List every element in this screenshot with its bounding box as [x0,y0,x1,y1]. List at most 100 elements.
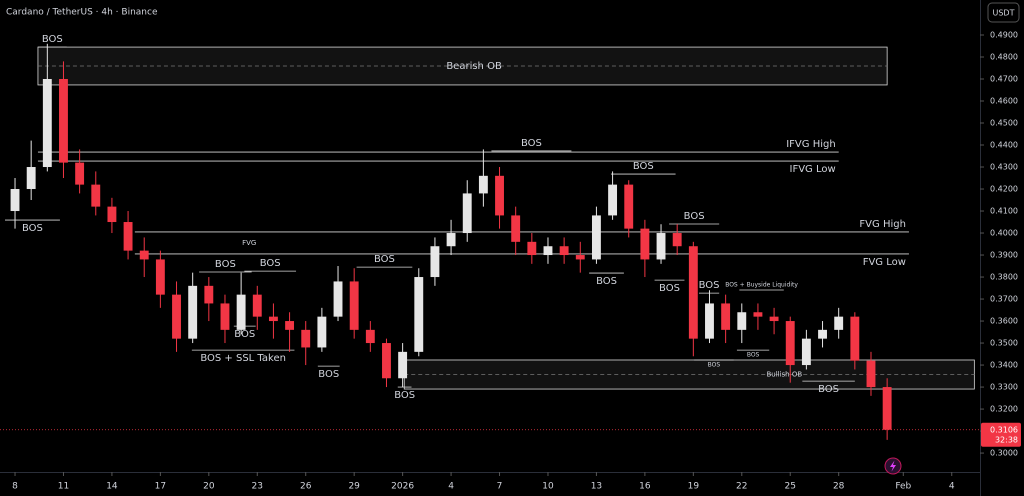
bos-label: BOS [42,34,63,45]
candle-body [59,78,68,163]
x-tick-label: 19 [688,482,700,492]
candle-body [155,259,165,295]
y-tick-label: 0.3600 [990,317,1018,326]
candle-body [608,184,618,216]
x-tick-label: 4 [949,482,955,492]
candle-body [640,228,650,260]
x-tick-label: 17 [155,482,166,492]
y-tick-label: 0.3000 [990,449,1018,458]
candle-body [543,246,553,256]
x-tick-label: 14 [106,482,118,492]
y-tick-label: 0.3500 [990,339,1018,348]
x-tick-label: 2026 [391,482,414,492]
candle-body [753,312,763,317]
candle-body [430,246,440,278]
candle-body [42,78,52,168]
x-tick-label: 25 [785,482,796,492]
x-tick-label: 20 [203,482,215,492]
bos-label: BOS [596,276,617,287]
candle-body [672,233,682,247]
candle-body [382,343,391,379]
x-tick-label: 13 [591,482,602,492]
bos-label: BOS + Buyside Liquidity [725,282,798,289]
currency-button[interactable] [987,2,1020,23]
candle-body [317,316,327,348]
note-label: FVG [242,239,256,247]
y-tick-label: 0.4600 [990,97,1018,106]
x-tick-label: 28 [833,482,845,492]
candle-body [818,329,827,339]
candle-body [478,175,488,194]
candle-body [220,303,230,330]
x-tick-label: 7 [497,482,503,492]
countdown-label: 32:38 [995,435,1018,444]
symbol-title: Cardano / TetherUS · 4h · Binance [6,8,158,18]
candle-body [575,255,585,260]
candle-body [107,206,117,223]
order-block-label: Bullish OB [766,371,802,379]
candle-body [333,281,343,317]
bos-label: BOS [747,352,760,359]
candle-body [688,246,698,339]
last-price-label: 0.3106 [990,425,1018,434]
currency-label[interactable]: USDT [993,9,1015,18]
candle-body [511,215,521,242]
order-block [403,359,975,390]
candle-body [349,281,359,330]
candle-body [834,316,844,330]
x-tick-label: 16 [639,482,651,492]
bos-label: BOS [22,223,43,234]
y-tick-label: 0.3700 [990,295,1018,304]
y-tick-label: 0.4900 [990,30,1018,39]
last-price-tag [981,422,1021,447]
candle-body [252,294,262,317]
y-tick-label: 0.4100 [990,207,1018,216]
x-tick-label: 8 [12,482,18,492]
candle-body [801,338,811,366]
level-label: IFVG Low [790,164,836,175]
y-tick-label: 0.3800 [990,273,1018,282]
candle-body [446,233,456,247]
bos-label: BOS [818,384,839,395]
candle-body [527,241,537,256]
y-tick-label: 0.3400 [990,361,1018,370]
bos-label: BOS [633,161,654,172]
bos-label: BOS [234,329,255,340]
candle-body [10,189,20,212]
candle-body [769,316,779,322]
candle-body [414,277,424,352]
candle-body [91,184,101,207]
y-tick-label: 0.3900 [990,251,1018,260]
candle-body [204,285,214,304]
candle-body [559,246,569,256]
x-tick-label: 10 [542,482,554,492]
candle-body [591,215,601,260]
candle-body [75,162,85,185]
level-label: IFVG High [786,139,835,150]
level-label: FVG Low [863,257,906,268]
bos-label: BOS [659,283,680,294]
candle-body [785,321,795,366]
x-tick-label: Feb [895,482,911,492]
candle-body [285,321,295,330]
y-tick-label: 0.4000 [990,229,1018,238]
candle-body [462,193,472,234]
y-tick-label: 0.4500 [990,119,1018,128]
alert-bolt [890,460,896,472]
candle-body [850,316,860,361]
candle-body [705,303,714,339]
bos-label: BOS [394,390,415,401]
y-tick-label: 0.3200 [990,405,1018,414]
candle-body [172,294,181,339]
candle-body [737,312,747,330]
candle-body [188,285,198,339]
order-block-label: Bearish OB [446,61,502,72]
y-tick-label: 0.4800 [990,52,1018,61]
x-tick-label: 11 [58,482,69,492]
candle-body [139,250,149,260]
y-tick-label: 0.3300 [990,383,1018,392]
y-tick-label: 0.4700 [990,74,1018,83]
x-tick-label: 4 [448,482,454,492]
